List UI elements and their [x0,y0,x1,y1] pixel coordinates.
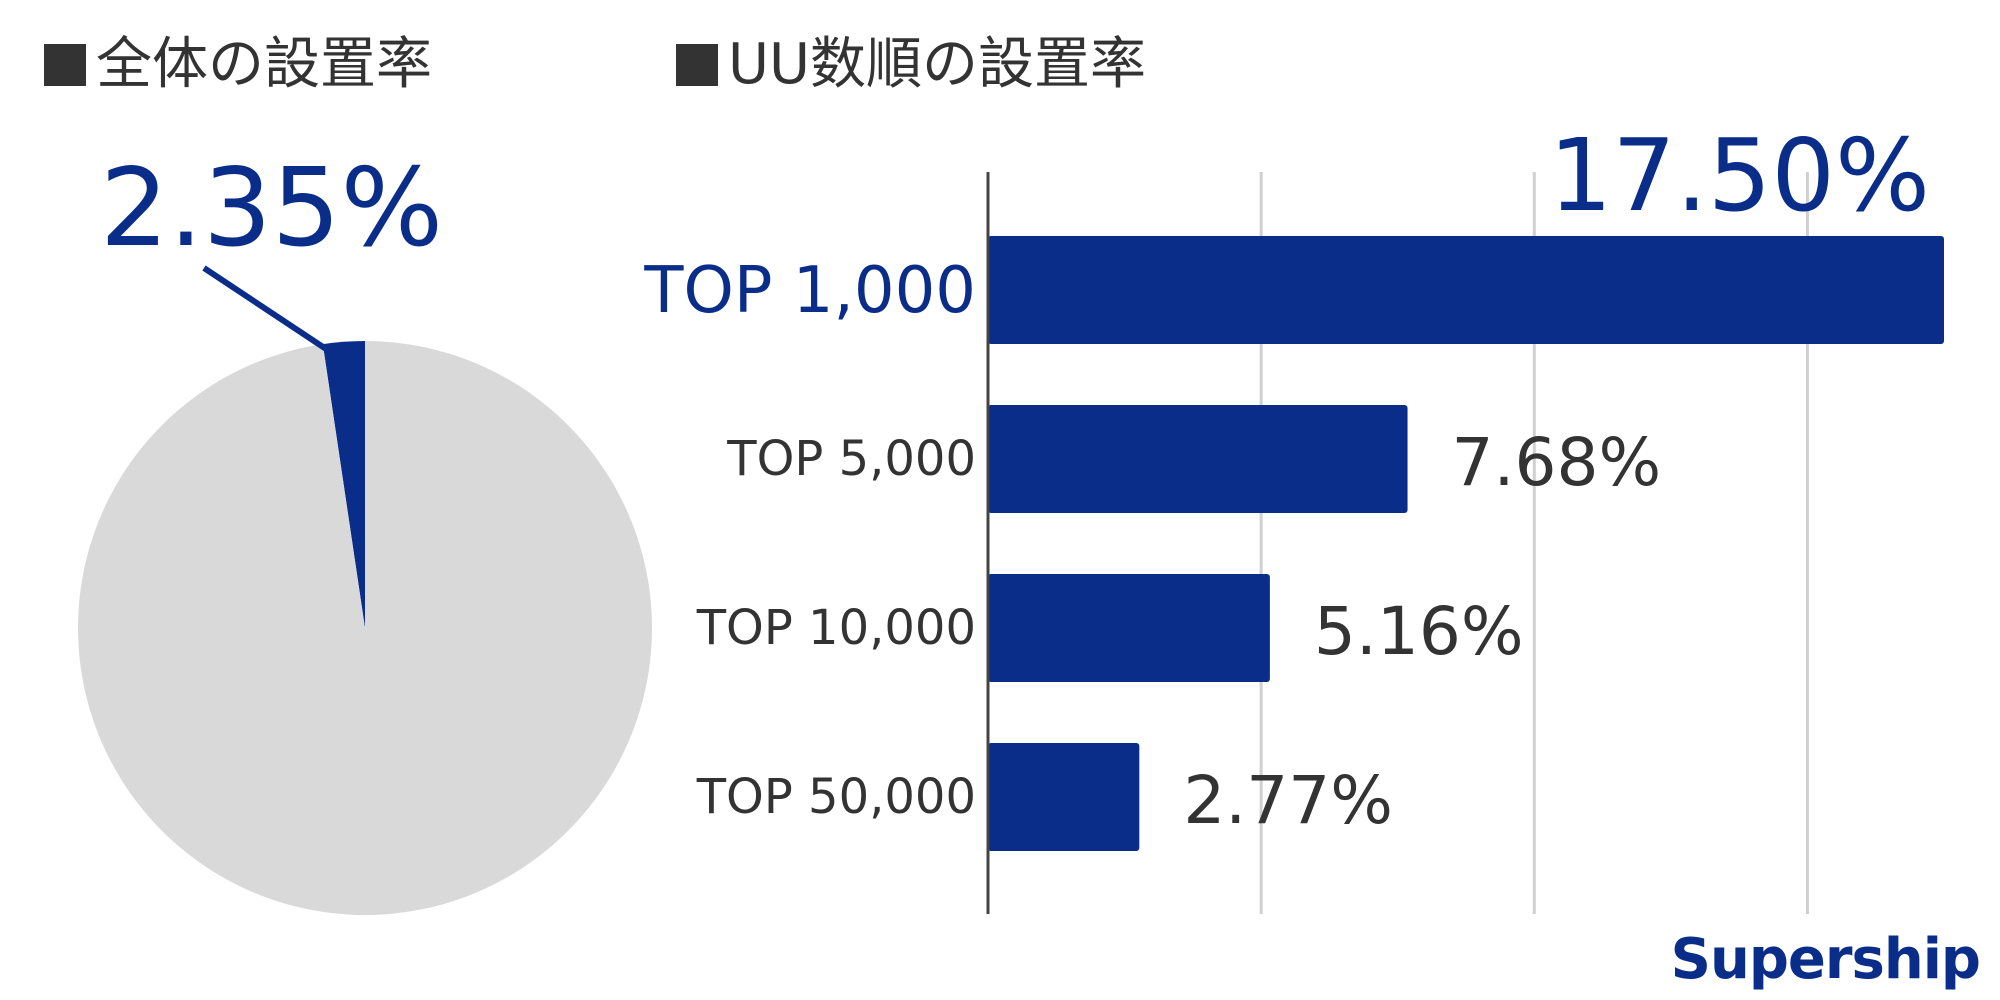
pie-chart: 2.35% [78,146,653,915]
bar-2 [988,405,1408,513]
square-bullet-icon [44,44,86,86]
pie-slice-remainder [78,341,653,915]
value-label: 2.77% [1183,762,1393,839]
pie-slice-installed [322,341,365,628]
category-label: TOP 50,000 [696,769,976,825]
bar-4 [988,743,1140,851]
bar-3 [988,574,1270,682]
pie-chart-title: 全体の設置率 [44,30,432,100]
value-label: 5.16% [1314,593,1524,670]
pie-value-label: 2.35% [100,146,443,271]
category-label: TOP 10,000 [696,600,976,656]
category-label: TOP 1,000 [643,254,976,328]
value-label: 7.68% [1452,424,1662,501]
square-bullet-icon [676,44,718,86]
bar-1 [988,236,1944,344]
value-label: 17.50% [1549,117,1930,234]
bar-chart: TOP 1,000 17.50% TOP 5,000 7.68% TOP 10,000 5… [643,117,1944,914]
pie-leader-line [202,265,347,365]
pie-chart-title-text: 全体の設置率 [96,32,432,97]
bar-chart-title-text: UU数順の設置率 [728,32,1146,97]
category-label: TOP 5,000 [726,431,976,487]
bar-chart-title: UU数順の設置率 [676,30,1146,100]
supership-logo: Supership [1670,927,1981,992]
